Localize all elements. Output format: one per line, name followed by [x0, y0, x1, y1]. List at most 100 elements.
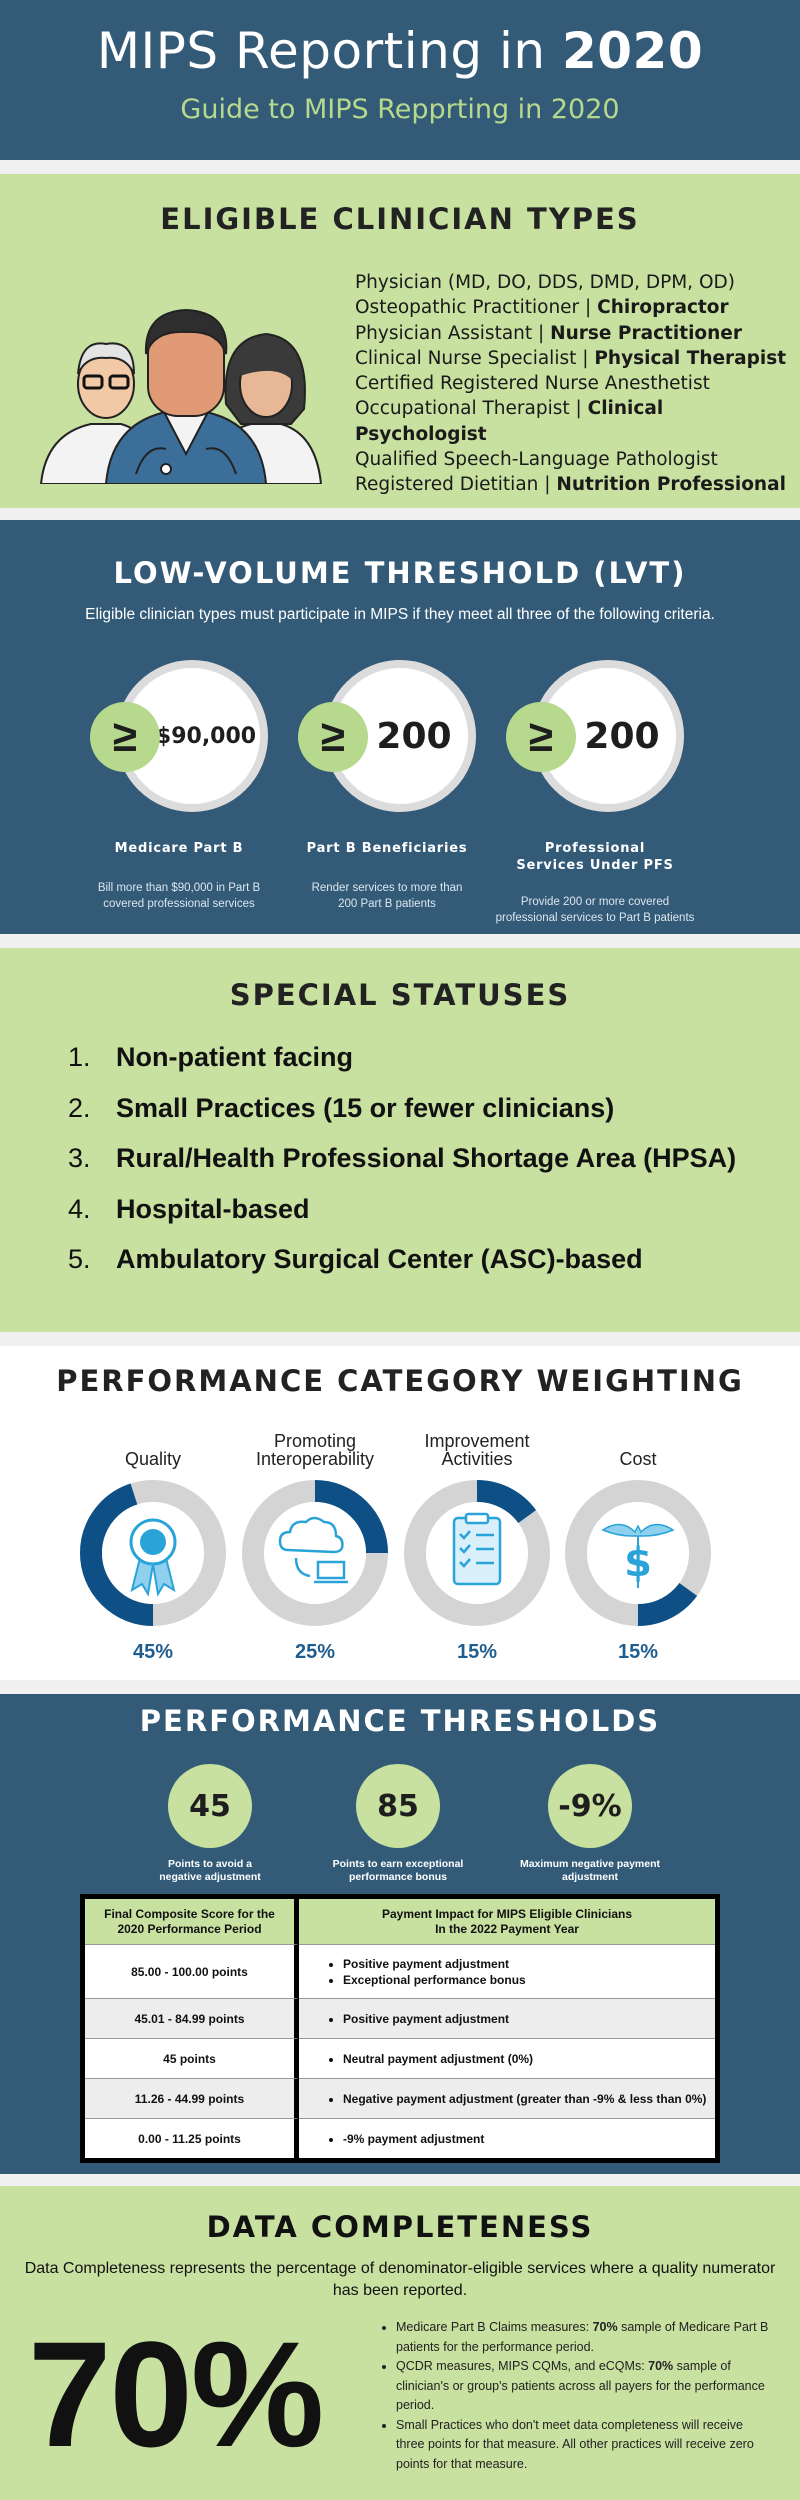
weight-donut: [80, 1480, 226, 1626]
table-row: 45.01 - 84.99 points Positive payment ad…: [85, 1998, 715, 2038]
clinician-line: Registered Dietitian | Nutrition Profess…: [355, 474, 786, 496]
weight-percent: 45%: [132, 1641, 174, 1663]
clinician-line: Physician Assistant | Nurse Practitioner: [355, 322, 742, 344]
completeness-intro: Data Completeness represents the percent…: [24, 2260, 776, 2299]
table-cell: -9% payment adjustment: [299, 2118, 715, 2158]
weight-percent: 15%: [617, 1641, 659, 1663]
lvt-intro: Eligible clinician types must participat…: [85, 606, 715, 623]
caduceus-dollar-icon: $: [601, 1523, 675, 1588]
donut-arc: [404, 1480, 550, 1626]
weighting-title: PERFORMANCE CATEGORY WEIGHTING: [56, 1364, 744, 1398]
clinician-line: Qualified Speech-Language Pathologist: [355, 449, 718, 471]
lvt-criterion: 200 ≥ Professional Services Under PFS Pr…: [490, 660, 700, 924]
clinician-line: Clinical Nurse Specialist | Physical The…: [355, 347, 787, 369]
threshold-value: 85: [356, 1764, 440, 1848]
donut-arc: [242, 1480, 388, 1626]
clinicians-illustration-icon: [39, 308, 323, 484]
table-cell: Positive payment adjustmentExceptional p…: [299, 1944, 715, 1998]
clinician-line: Physician (MD, DO, DDS, DMD, DPM, OD): [355, 272, 735, 293]
table-cell: 45 points: [85, 2038, 299, 2078]
table-row: 0.00 - 11.25 points -9% payment adjustme…: [85, 2118, 715, 2158]
list-item: QCDR measures, MIPS CQMs, and eCQMs: 70%…: [396, 2357, 772, 2416]
weight-item: Cost $ 15%: [558, 1428, 718, 1664]
lvt-value: $90,000: [155, 723, 257, 749]
table-cell: 0.00 - 11.25 points: [85, 2118, 299, 2158]
payment-impact-table: Final Composite Score for the 2020 Perfor…: [80, 1894, 720, 2163]
clinician-line: Occupational Therapist | Clinical Psycho…: [355, 398, 664, 445]
greater-equal-icon: ≥: [506, 702, 576, 772]
lvt-desc: Provide 200 or more covered professional …: [495, 896, 695, 924]
clinician-type-list: Physician (MD, DO, DDS, DMD, DPM, OD) Os…: [355, 270, 800, 498]
page-title: MIPS Reporting in 2020: [96, 22, 704, 80]
eligible-title: ELIGIBLE CLINICIAN TYPES: [160, 202, 640, 236]
thresholds-section: PERFORMANCE THRESHOLDS 45 Points to avoi…: [0, 1694, 800, 2174]
page-subtitle: Guide to MIPS Repprting in 2020: [180, 94, 620, 125]
list-item: Small Practices who don't meet data comp…: [396, 2416, 772, 2475]
lvt-desc: Render services to more than 200 Part B p…: [311, 882, 463, 910]
threshold-label: Points to earn exceptional performance bo…: [332, 1858, 464, 1883]
threshold-label: Points to avoid a negative adjustment: [159, 1858, 261, 1883]
list-item: 3. Rural/Health Professional Shortage Are…: [68, 1143, 737, 1173]
weight-percent: 15%: [456, 1641, 498, 1663]
table-header: Payment Impact for MIPS Eligible Clinici…: [299, 1899, 715, 1944]
list-item: 1. Non-patient facing: [68, 1042, 353, 1072]
weight-donut: $: [565, 1480, 711, 1626]
completeness-title: DATA COMPLETENESS: [206, 2210, 594, 2244]
weight-item: Quality 45%: [73, 1428, 233, 1664]
greater-equal-icon: ≥: [298, 702, 368, 772]
donut-arc: [80, 1480, 226, 1626]
lvt-criterion: $90,000 ≥ Medicare Part B Bill more than…: [74, 660, 284, 920]
table-cell: 11.26 - 44.99 points: [85, 2078, 299, 2118]
table-row: 11.26 - 44.99 points Negative payment ad…: [85, 2078, 715, 2118]
special-statuses-section: SPECIAL STATUSES 1. Non-patient facing 2.…: [0, 948, 800, 1332]
threshold-value: 45: [168, 1764, 252, 1848]
table-cell: 85.00 - 100.00 points: [85, 1944, 299, 1998]
header-banner: MIPS Reporting in 2020 Guide to MIPS Rep…: [0, 0, 800, 160]
lvt-label: Professional Services Under PFS: [516, 841, 674, 873]
threshold-item: 85 Points to earn exceptional performance…: [308, 1764, 488, 1884]
weight-label: Cost: [619, 1449, 657, 1469]
weight-percent: 25%: [294, 1641, 336, 1663]
list-item: 4. Hospital-based: [68, 1193, 310, 1224]
special-title: SPECIAL STATUSES: [229, 978, 571, 1012]
weight-label: Improvement Activities: [424, 1431, 530, 1469]
lvt-title: LOW-VOLUME THRESHOLD (LVT): [113, 556, 687, 590]
list-item: 2. Small Practices (15 or fewer clinician…: [68, 1092, 615, 1123]
table-cell: 45.01 - 84.99 points: [85, 1998, 299, 2038]
lvt-value: 200: [584, 715, 660, 757]
clipboard-checklist-icon: [452, 1512, 502, 1586]
cloud-laptop-icon: [278, 1516, 348, 1584]
table-header: Final Composite Score for the 2020 Perfor…: [85, 1899, 299, 1944]
greater-equal-icon: ≥: [90, 702, 160, 772]
lvt-label: Part B Beneficiaries: [306, 841, 468, 856]
clinician-line: Certified Registered Nurse Anesthetist: [355, 373, 710, 395]
table-cell: Positive payment adjustment: [299, 1998, 715, 2038]
table-cell: Negative payment adjustment (greater tha…: [299, 2078, 715, 2118]
list-item: Medicare Part B Claims measures: 70% sam…: [396, 2318, 772, 2357]
lvt-criterion: 200 ≥ Part B Beneficiaries Render servic…: [282, 660, 492, 920]
eligible-section: ELIGIBLE CLINICIAN TYPES Physician (MD, …: [0, 174, 800, 508]
weight-donut: [404, 1480, 550, 1626]
thresholds-title: PERFORMANCE THRESHOLDS: [139, 1704, 661, 1738]
special-status-list: 1. Non-patient facing 2. Small Practices (…: [68, 1042, 736, 1295]
lvt-value: 200: [376, 715, 452, 757]
weight-donut: [242, 1480, 388, 1626]
weighting-section: PERFORMANCE CATEGORY WEIGHTING Quality 4…: [0, 1346, 800, 1680]
weight-item: Promoting Interoperability 25%: [235, 1428, 395, 1664]
weight-item: Improvement Activities 15%: [397, 1428, 557, 1664]
threshold-label: Maximum negative payment adjustment: [519, 1858, 661, 1883]
table-row: 45 points Neutral payment adjustment (0%…: [85, 2038, 715, 2078]
lvt-section: LOW-VOLUME THRESHOLD (LVT) Eligible clin…: [0, 520, 800, 934]
table-row: 85.00 - 100.00 points Positive payment a…: [85, 1944, 715, 1998]
table-header-row: Final Composite Score for the 2020 Perfor…: [85, 1899, 715, 1944]
threshold-item: -9% Maximum negative payment adjustment: [500, 1764, 680, 1884]
award-ribbon-icon: [129, 1518, 177, 1597]
list-item: 5. Ambulatory Surgical Center (ASC)-based: [68, 1244, 643, 1274]
table-cell: Neutral payment adjustment (0%): [299, 2038, 715, 2078]
threshold-value: -9%: [548, 1764, 632, 1848]
completeness-bullets: Medicare Part B Claims measures: 70% sam…: [380, 2318, 772, 2474]
clinician-line: Osteopathic Practitioner | Chiropractor: [355, 297, 729, 319]
threshold-item: 45 Points to avoid a negative adjustment: [120, 1764, 300, 1884]
